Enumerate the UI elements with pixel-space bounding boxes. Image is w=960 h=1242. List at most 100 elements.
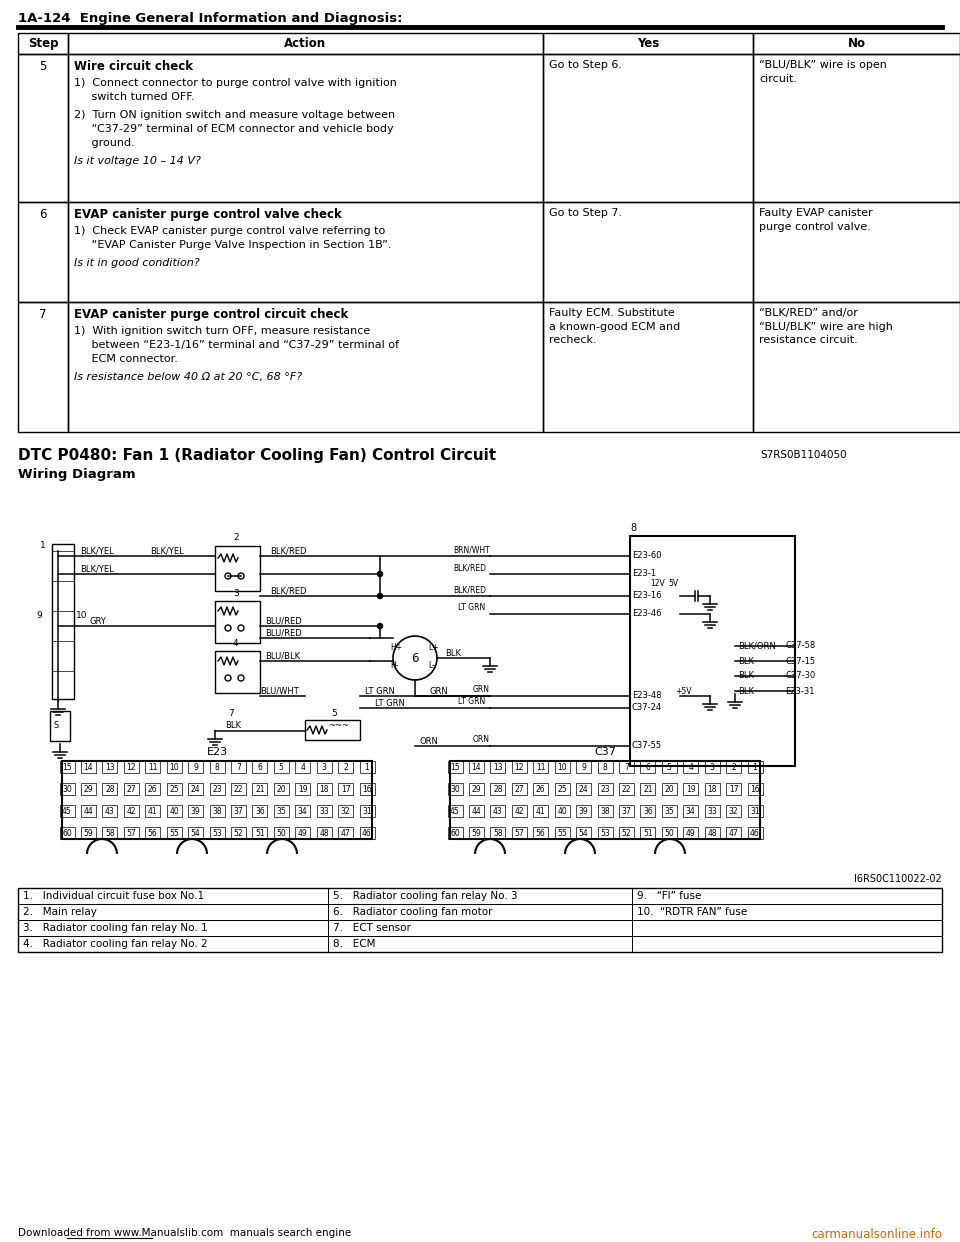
Bar [296, 761, 310, 773]
Text: EVAP canister purge control valve check: EVAP canister purge control valve check [74, 207, 342, 221]
Bar [124, 805, 139, 817]
Bar [359, 827, 374, 840]
Bar [630, 537, 795, 766]
Text: BLK: BLK [738, 657, 754, 666]
Text: 38: 38 [600, 806, 610, 816]
Bar [215, 651, 260, 693]
Text: 11: 11 [148, 763, 157, 771]
Text: 3: 3 [709, 763, 714, 771]
Text: 7: 7 [624, 763, 629, 771]
Text: E23-48: E23-48 [632, 692, 661, 700]
Text: BLU/BLK: BLU/BLK [265, 652, 300, 661]
Text: 1.   Individual circuit fuse box No.1: 1. Individual circuit fuse box No.1 [23, 891, 204, 900]
Text: 14: 14 [471, 763, 481, 771]
Text: 40: 40 [169, 806, 179, 816]
Text: 36: 36 [643, 806, 653, 816]
Bar [748, 827, 762, 840]
Text: 31: 31 [362, 806, 372, 816]
Text: 27: 27 [127, 785, 136, 794]
Text: 17: 17 [729, 785, 738, 794]
Text: 8.   ECM: 8. ECM [332, 939, 375, 949]
Text: 45: 45 [62, 806, 72, 816]
Text: 5: 5 [667, 763, 672, 771]
Bar [231, 761, 246, 773]
Text: 47: 47 [729, 828, 738, 837]
Bar [145, 782, 160, 795]
Text: BLK: BLK [445, 648, 461, 657]
Bar [468, 805, 484, 817]
Text: LT GRN: LT GRN [458, 604, 485, 612]
Bar [640, 827, 656, 840]
Text: 35: 35 [276, 806, 286, 816]
Text: C37-24: C37-24 [632, 703, 662, 713]
Bar [274, 827, 289, 840]
Text: 3: 3 [233, 590, 239, 599]
Text: BLK: BLK [738, 687, 754, 696]
Bar [296, 805, 310, 817]
Bar [447, 761, 463, 773]
Text: E23-60: E23-60 [632, 551, 661, 560]
Text: 44: 44 [471, 806, 481, 816]
Bar [103, 827, 117, 840]
Text: Yes: Yes [636, 37, 660, 50]
Bar [684, 782, 698, 795]
Bar [274, 761, 289, 773]
Text: GRY: GRY [90, 616, 107, 626]
Text: 50: 50 [276, 828, 286, 837]
Text: ORN: ORN [420, 737, 439, 745]
Text: 18: 18 [708, 785, 717, 794]
Text: ORN: ORN [473, 735, 490, 744]
Text: 26: 26 [536, 785, 545, 794]
Bar [447, 827, 463, 840]
Text: 24: 24 [579, 785, 588, 794]
Bar [68, 202, 543, 302]
Text: 5: 5 [278, 763, 284, 771]
Text: Faulty EVAP canister: Faulty EVAP canister [759, 207, 873, 219]
Bar [145, 827, 160, 840]
Bar [576, 761, 591, 773]
Text: 23: 23 [600, 785, 610, 794]
Text: LT GRN: LT GRN [365, 687, 395, 696]
Bar [597, 761, 612, 773]
Bar [18, 34, 68, 53]
Text: 4: 4 [233, 640, 239, 648]
Text: 5: 5 [39, 60, 47, 73]
Bar [317, 805, 331, 817]
Bar [188, 827, 204, 840]
Bar [619, 761, 634, 773]
Text: 1: 1 [40, 542, 46, 550]
Bar [52, 544, 74, 699]
Bar [748, 782, 762, 795]
Text: 53: 53 [600, 828, 610, 837]
Text: GRN: GRN [473, 686, 490, 694]
Text: 4.   Radiator cooling fan relay No. 2: 4. Radiator cooling fan relay No. 2 [23, 939, 207, 949]
Text: 22: 22 [622, 785, 631, 794]
Text: No: No [848, 37, 866, 50]
Text: 46: 46 [362, 828, 372, 837]
Text: BLU/WHT: BLU/WHT [260, 687, 299, 696]
Bar [81, 782, 96, 795]
Text: ECM connector.: ECM connector. [74, 354, 178, 364]
Text: Step: Step [28, 37, 59, 50]
Text: “C37-29” terminal of ECM connector and vehicle body: “C37-29” terminal of ECM connector and v… [74, 124, 394, 134]
Bar [124, 827, 139, 840]
Bar [81, 761, 96, 773]
Text: 33: 33 [708, 806, 717, 816]
Bar [726, 827, 741, 840]
Text: 12: 12 [127, 763, 136, 771]
Text: 15: 15 [62, 763, 72, 771]
Text: 34: 34 [298, 806, 307, 816]
Bar [252, 782, 267, 795]
Bar [619, 827, 634, 840]
Text: 2: 2 [233, 534, 239, 543]
Text: 55: 55 [169, 828, 179, 837]
Text: 35: 35 [664, 806, 674, 816]
Text: 22: 22 [233, 785, 243, 794]
Text: circuit.: circuit. [759, 73, 797, 83]
Bar [619, 805, 634, 817]
Text: C37-55: C37-55 [632, 741, 662, 750]
Bar [661, 761, 677, 773]
Bar [68, 302, 543, 432]
Text: S7RS0B1104050: S7RS0B1104050 [760, 450, 847, 460]
Bar [317, 761, 331, 773]
